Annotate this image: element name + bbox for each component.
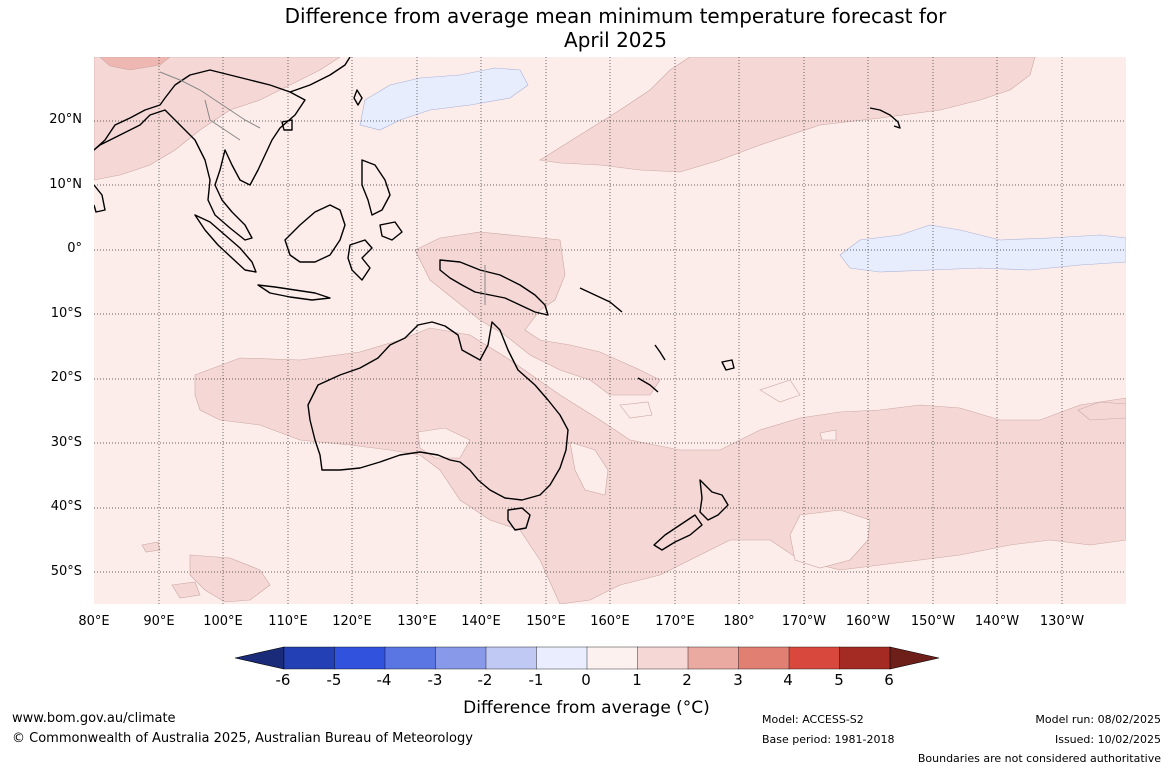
coast-hawaii (869, 107, 901, 129)
colorbar-swatch (485, 646, 538, 670)
colorbar-tick-label: -1 (528, 671, 544, 689)
lon-label-140E: 140°E (461, 614, 501, 629)
map-area (94, 57, 1126, 604)
footer-model: Model: ACCESS-S2 (762, 713, 864, 726)
lon-label-160W: 160°W (845, 614, 891, 629)
country-borders (159, 71, 486, 305)
colorbar-tick-label: 5 (834, 671, 844, 689)
lon-label-110E: 110°E (268, 614, 308, 629)
colorbar-tick-label: 0 (581, 671, 591, 689)
coast-sumatra (194, 214, 257, 273)
colorbar-swatch (637, 646, 689, 670)
colorbar-tick-label: -5 (326, 671, 342, 689)
coast-australia (307, 321, 569, 501)
coast-new-zealand-south (653, 514, 703, 551)
lon-label-170W: 170°W (781, 614, 827, 629)
colorbar-tick-label: -6 (275, 671, 291, 689)
coast-hainan (281, 119, 293, 131)
colorbar-swatch (334, 646, 386, 670)
footer-base-period: Base period: 1981-2018 (762, 733, 895, 746)
coast-new-caledonia (637, 377, 659, 393)
colorbar-tick-label: 2 (682, 671, 692, 689)
lat-label-20N: 20°N (49, 112, 82, 127)
anomaly-0-to-1-holes (417, 379, 871, 569)
coast-java (257, 284, 331, 301)
map-title: Difference from average mean minimum tem… (0, 4, 1173, 52)
colorbar-title: Difference from average (°C) (463, 698, 710, 718)
colorbar-tick-label: -3 (427, 671, 443, 689)
graticule (94, 57, 1126, 604)
lon-label-150W: 150°W (910, 614, 956, 629)
colorbar-tick-label: 6 (884, 671, 894, 689)
lat-label-10S: 10°S (50, 306, 82, 321)
coast-solomon-islands (579, 287, 623, 313)
colorbar-extend-high (889, 646, 940, 670)
footer-copyright: © Commonwealth of Australia 2025, Austra… (12, 731, 473, 746)
lon-label-130W: 130°W (1039, 614, 1085, 629)
coast-taiwan (353, 89, 363, 106)
anomaly-2-to-3-region (99, 57, 171, 71)
coast-vanuatu (654, 344, 666, 361)
colorbar-tick-label: -2 (477, 671, 493, 689)
colorbar-swatch (788, 646, 841, 670)
colorbar (234, 646, 940, 670)
lat-label-40S: 40°S (50, 499, 82, 514)
colorbar-swatch (283, 646, 336, 670)
coast-new-zealand (699, 479, 729, 521)
anomaly-minus1-to-0-regions (359, 67, 1126, 273)
map-title-line1: Difference from average mean minimum tem… (284, 4, 947, 28)
coast-borneo (284, 204, 346, 263)
colorbar-swatch (738, 646, 790, 670)
coastlines (94, 57, 901, 551)
coast-mindanao (379, 221, 403, 241)
colorbar-swatch (384, 646, 437, 670)
lat-label-20S: 20°S (50, 370, 82, 385)
lat-label-0: 0° (67, 241, 82, 256)
lon-label-170E: 170°E (655, 614, 695, 629)
lon-label-120E: 120°E (332, 614, 372, 629)
coast-asia-mainland (94, 69, 306, 241)
colorbar-tick-label: 3 (733, 671, 743, 689)
lon-label-150E: 150°E (526, 614, 566, 629)
colorbar-swatch (586, 646, 639, 670)
lon-label-90E: 90°E (143, 614, 175, 629)
footer-model-run: Model run: 08/02/2025 (1035, 713, 1161, 726)
coast-sulawesi (347, 239, 373, 281)
colorbar-extend-low (234, 646, 285, 670)
coast-fiji (721, 359, 735, 371)
lat-label-10N: 10°N (49, 177, 82, 192)
coast-asia-north (289, 57, 351, 93)
colorbar-swatch (536, 646, 588, 670)
colorbar-tick-label: 4 (783, 671, 793, 689)
footer-website[interactable]: www.bom.gov.au/climate (12, 711, 176, 726)
lon-label-130E: 130°E (397, 614, 437, 629)
map-title-line2: April 2025 (564, 28, 667, 52)
colorbar-tick-label: -4 (376, 671, 392, 689)
coast-philippines (361, 159, 391, 216)
footer-issued: Issued: 10/02/2025 (1054, 733, 1161, 746)
colorbar-tick-label: 1 (632, 671, 642, 689)
lon-label-140W: 140°W (974, 614, 1020, 629)
coast-tasmania (507, 507, 531, 531)
lat-label-30S: 30°S (50, 435, 82, 450)
colorbar-swatch (839, 646, 891, 670)
lon-label-80E: 80°E (78, 614, 110, 629)
footer-disclaimer: Boundaries are not considered authoritat… (917, 752, 1161, 765)
colorbar-swatch (435, 646, 487, 670)
lon-label-160E: 160°E (590, 614, 630, 629)
colorbar-swatch (687, 646, 740, 670)
lon-label-100E: 100°E (203, 614, 243, 629)
coast-india-tip (94, 184, 106, 213)
coast-new-guinea (439, 259, 549, 316)
lat-label-50S: 50°S (50, 564, 82, 579)
lon-label-180: 180° (723, 614, 755, 629)
